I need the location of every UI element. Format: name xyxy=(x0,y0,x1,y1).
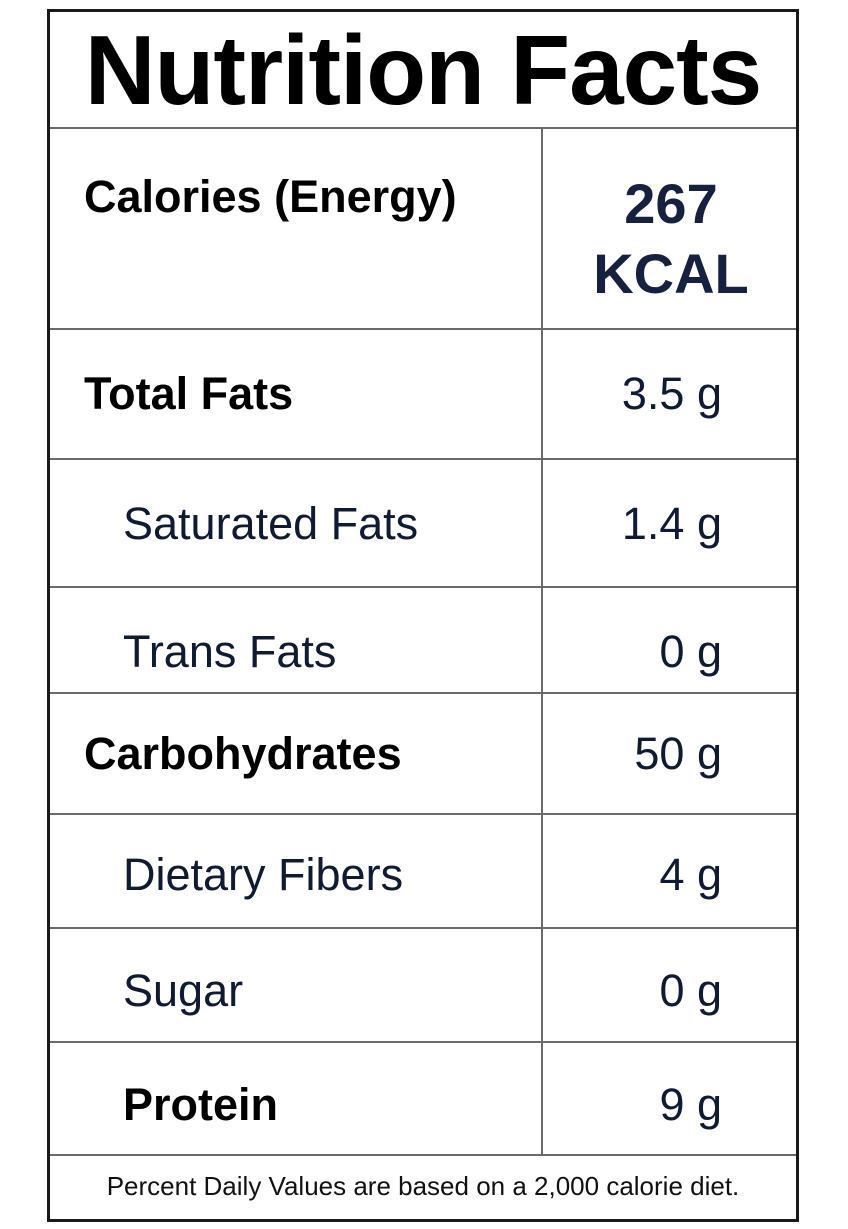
column-divider xyxy=(541,129,543,1156)
nutrient-value: 0 g xyxy=(659,626,722,677)
nutrient-value: 50 g xyxy=(634,728,722,779)
label-title: Nutrition Facts xyxy=(50,12,796,129)
nutrient-row-sugar: Sugar 0 g xyxy=(50,929,796,1043)
nutrient-row-saturated-fats: Saturated Fats 1.4 g xyxy=(50,460,796,588)
nutrient-row-protein: Protein 9 g xyxy=(50,1043,796,1156)
nutrient-value: 9 g xyxy=(659,1079,722,1130)
nutrient-value: 4 g xyxy=(659,849,722,900)
calories-row: Calories (Energy) 267 KCAL xyxy=(50,129,796,330)
daily-value-footnote: Percent Daily Values are based on a 2,00… xyxy=(106,1171,740,1201)
nutrient-row-trans-fats: Trans Fats 0 g xyxy=(50,588,796,694)
nutrient-row-dietary-fibers: Dietary Fibers 4 g xyxy=(50,815,796,929)
calories-value: 267 xyxy=(624,172,718,235)
nutrient-value: 0 g xyxy=(659,965,722,1016)
calories-label: Calories (Energy) xyxy=(84,171,457,222)
nutrient-label: Trans Fats xyxy=(123,626,337,677)
nutrient-value: 3.5 g xyxy=(621,368,722,419)
nutrient-row-total-fats: Total Fats 3.5 g xyxy=(50,330,796,460)
nutrient-label: Saturated Fats xyxy=(123,498,419,549)
nutrient-label: Dietary Fibers xyxy=(123,849,404,900)
nutrient-label: Sugar xyxy=(123,965,244,1016)
nutrient-row-carbohydrates: Carbohydrates 50 g xyxy=(50,694,796,815)
nutrient-label: Protein xyxy=(123,1079,279,1130)
nutrient-value: 1.4 g xyxy=(621,498,722,549)
nutrient-label: Carbohydrates xyxy=(84,728,402,779)
nutrition-facts-label: Nutrition Facts Calories (Energy) 267 KC… xyxy=(47,9,799,1222)
calories-unit: KCAL xyxy=(593,242,749,305)
nutrient-label: Total Fats xyxy=(84,368,294,419)
